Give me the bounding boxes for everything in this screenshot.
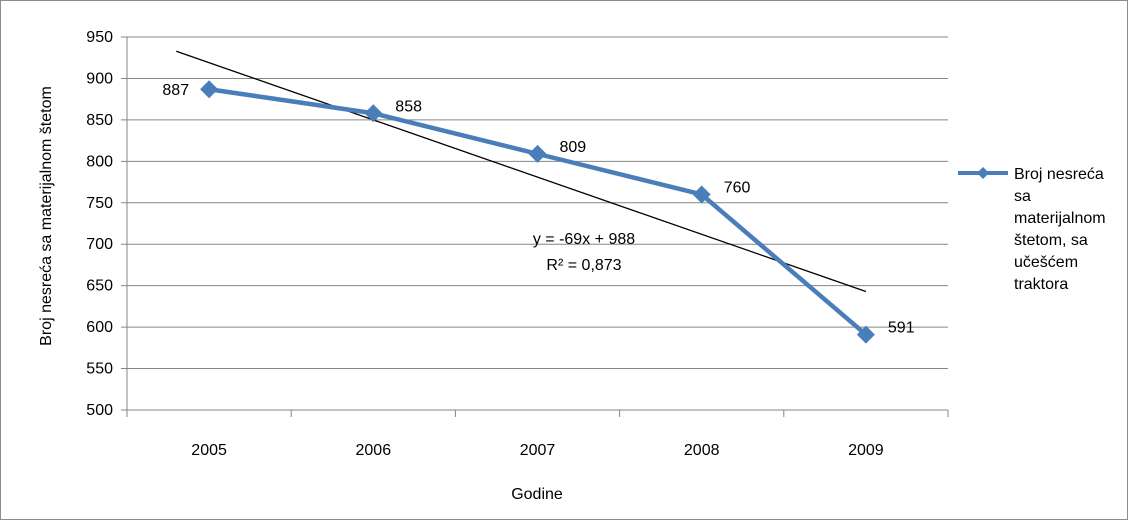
x-tick-label: 2005 bbox=[191, 442, 227, 459]
legend-text-line: traktora bbox=[1014, 276, 1068, 293]
y-tick-label: 700 bbox=[86, 236, 113, 253]
trendline-group bbox=[176, 50, 867, 293]
y-tick-label: 500 bbox=[86, 402, 113, 419]
legend-label: Broj nesreća sa materijalnom štetom, sa učeš… bbox=[1014, 166, 1106, 293]
y-tick-label: 550 bbox=[86, 361, 113, 378]
y-tick-label: 750 bbox=[86, 195, 113, 212]
x-tick-label: 2007 bbox=[520, 442, 556, 459]
legend-text-line: sa bbox=[1014, 188, 1031, 205]
y-tick-label: 900 bbox=[86, 70, 113, 87]
x-tick-label: 2008 bbox=[684, 442, 720, 459]
legend-text-line: štetom, sa bbox=[1014, 232, 1088, 249]
legend-text-line: Broj nesreća bbox=[1014, 166, 1104, 183]
data-label: 858 bbox=[395, 98, 422, 115]
trendline bbox=[176, 50, 867, 293]
axes bbox=[126, 37, 949, 417]
x-tick-label: 2009 bbox=[848, 442, 884, 459]
data-label: 809 bbox=[560, 139, 587, 156]
legend-text-line: materijalnom bbox=[1014, 210, 1106, 227]
trendline-r-squared: R² = 0,873 bbox=[546, 257, 621, 274]
x-tick-labels: 2005 2006 2007 2008 2009 bbox=[191, 442, 883, 459]
legend-text-line: učešćem bbox=[1014, 254, 1078, 271]
data-label: 887 bbox=[162, 82, 189, 99]
data-point-marker bbox=[856, 325, 875, 344]
legend-marker bbox=[977, 167, 989, 179]
y-tick-label: 850 bbox=[86, 112, 113, 129]
y-tick-label: 800 bbox=[86, 153, 113, 170]
series-group bbox=[200, 80, 875, 344]
y-tick-label: 600 bbox=[86, 319, 113, 336]
x-axis-title: Godine bbox=[511, 486, 563, 503]
y-axis-title: Broj nesreća sa materijalnom štetom bbox=[38, 86, 55, 346]
data-point-marker bbox=[364, 104, 383, 123]
series-line bbox=[208, 86, 868, 337]
data-labels: 887 858 809 760 591 bbox=[162, 82, 914, 336]
legend: Broj nesreća sa materijalnom štetom, sa učeš… bbox=[958, 166, 1106, 293]
y-tick-label: 650 bbox=[86, 278, 113, 295]
trendline-equation: y = -69x + 988 bbox=[533, 231, 635, 248]
x-tick-label: 2006 bbox=[356, 442, 392, 459]
y-tick-labels: 500 550 600 650 700 750 800 850 900 950 bbox=[86, 29, 113, 419]
data-label: 591 bbox=[888, 320, 915, 337]
data-label: 760 bbox=[724, 179, 751, 196]
data-point-marker bbox=[528, 144, 547, 163]
data-point-marker bbox=[692, 185, 711, 204]
data-point-marker bbox=[200, 80, 219, 99]
y-tick-label: 950 bbox=[86, 29, 113, 46]
